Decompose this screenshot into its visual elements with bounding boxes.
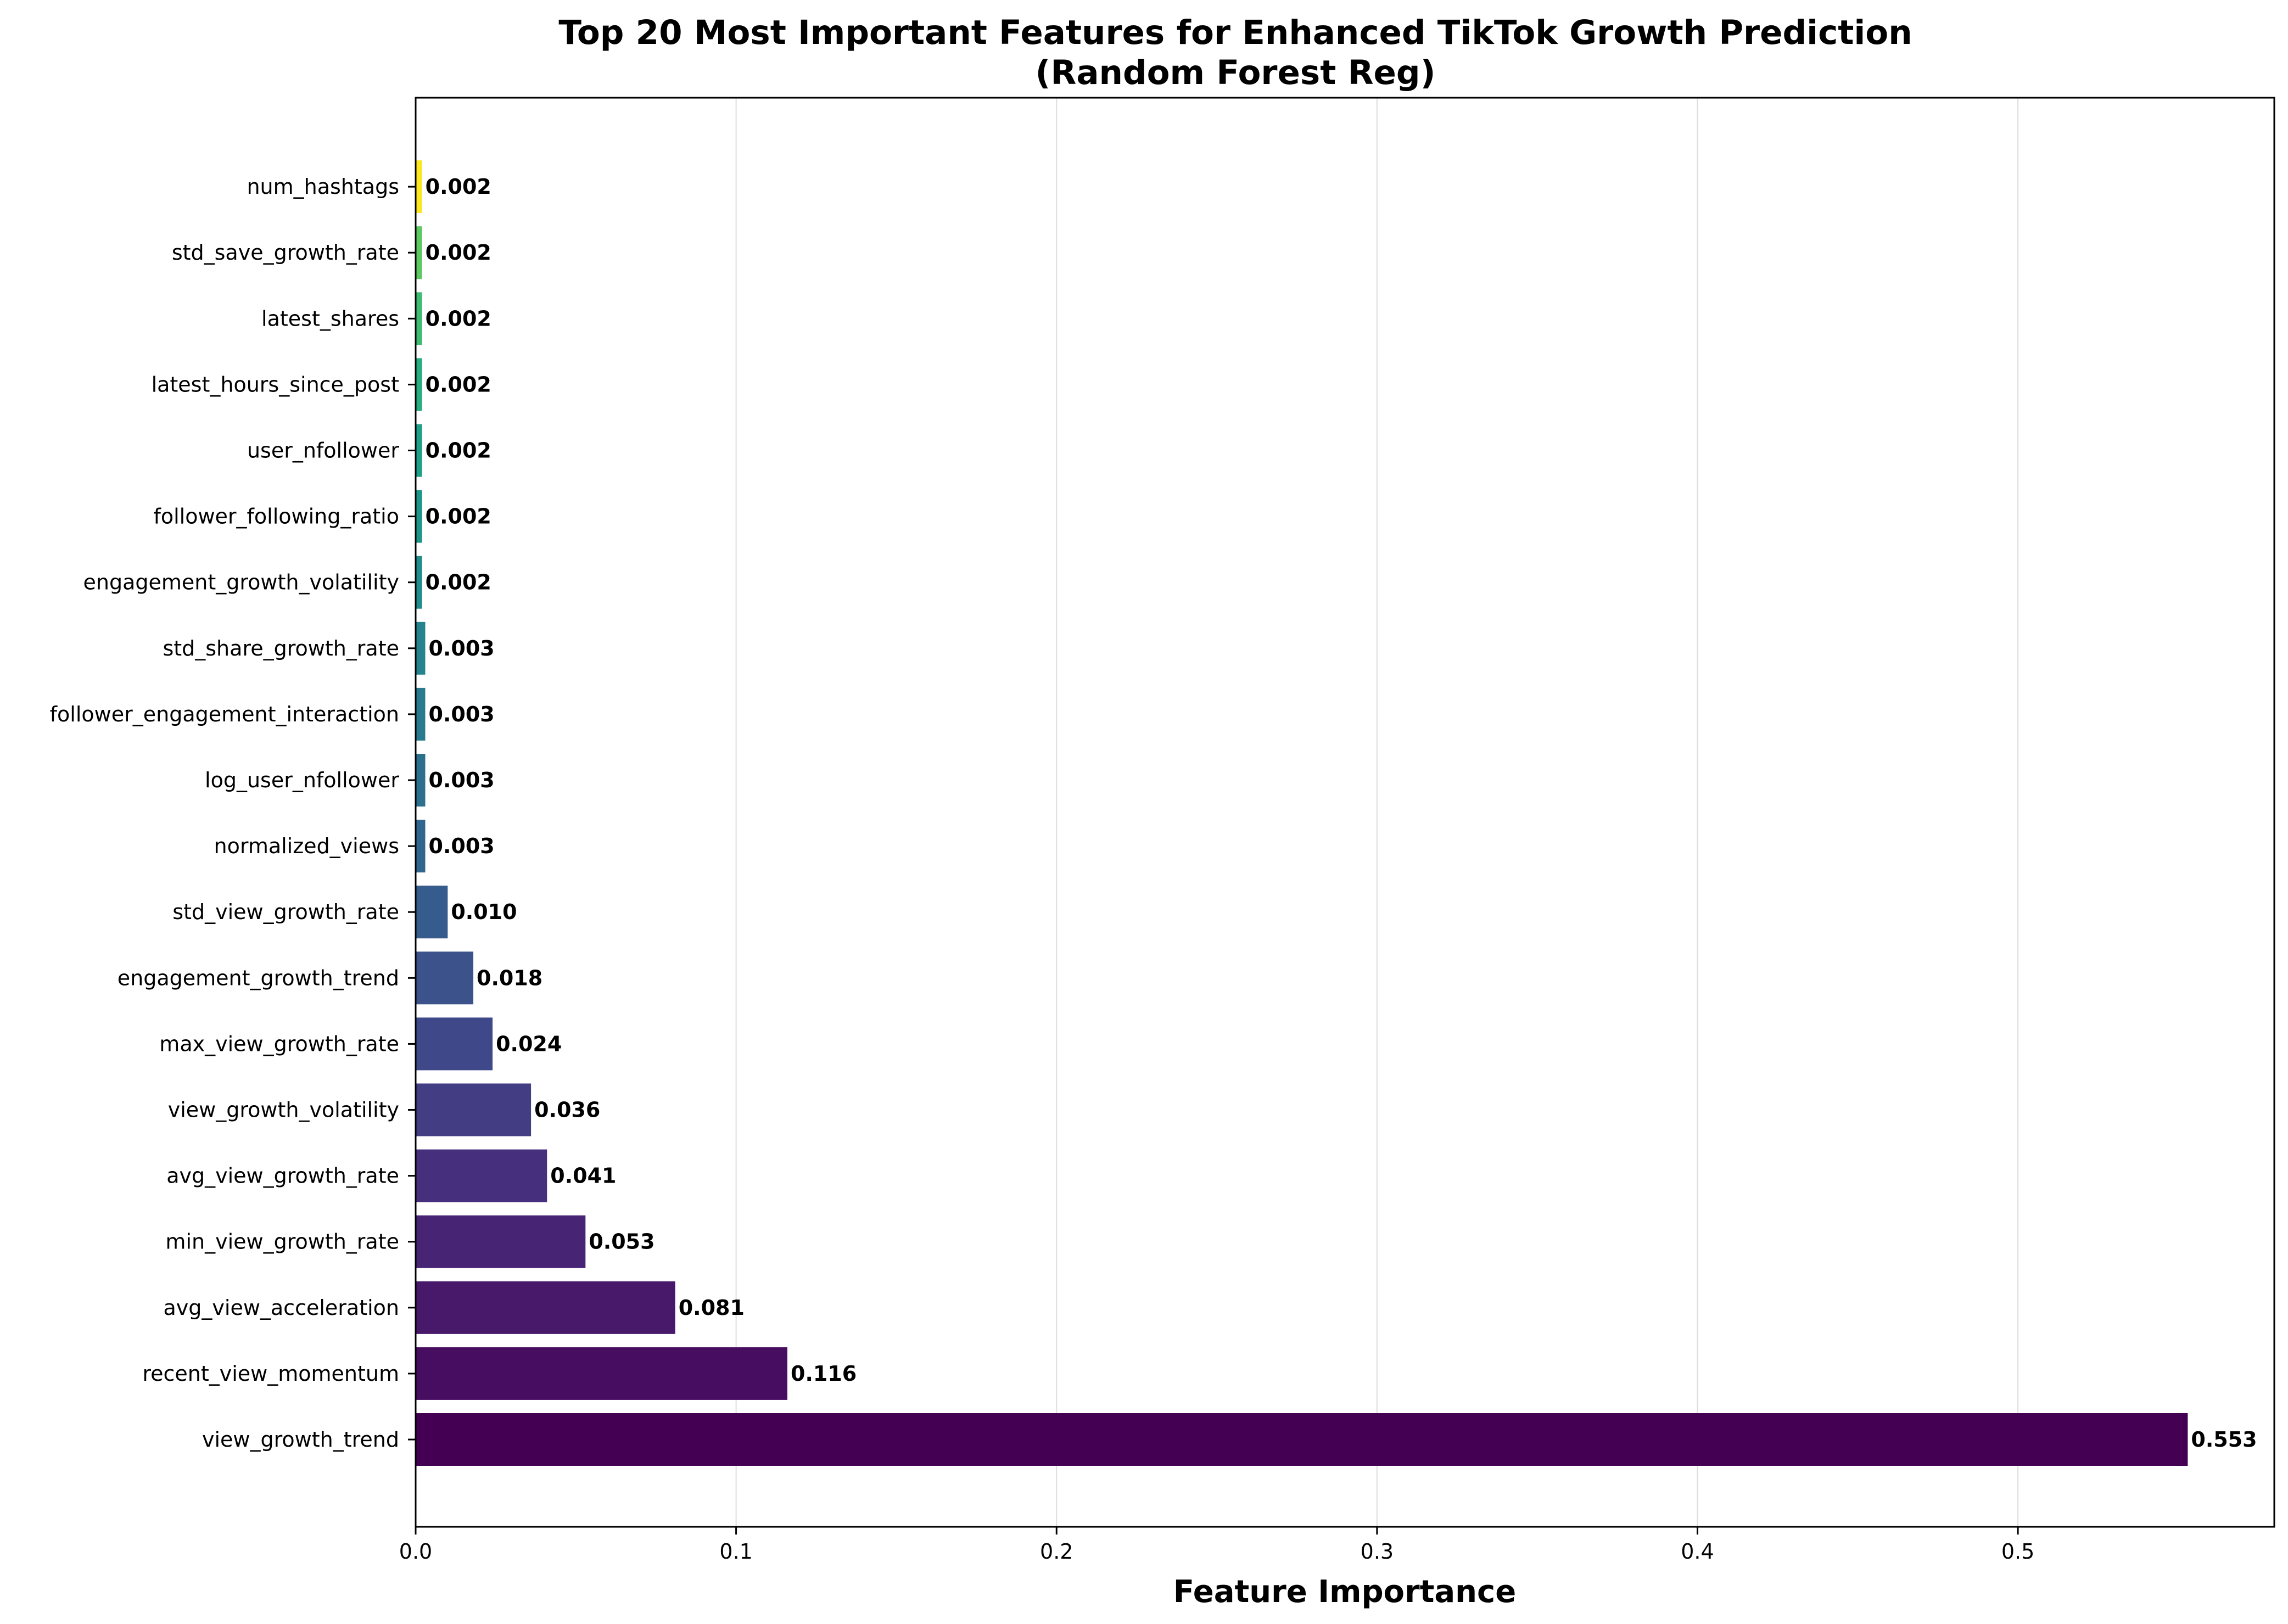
value-label: 0.010 [451, 900, 517, 924]
bar [416, 687, 426, 741]
value-labels: 0.553 0.116 0.081 0.053 0.041 0.036 0.024 0.018… [426, 175, 2257, 1452]
bar [416, 490, 422, 543]
bars [416, 160, 2188, 1466]
x-tick-label: 0.5 [2001, 1539, 2034, 1564]
y-tick-label: view_growth_trend [202, 1427, 399, 1452]
value-label: 0.036 [534, 1098, 600, 1122]
x-axis-label: Feature Importance [1173, 1574, 1516, 1610]
bar [416, 1017, 493, 1071]
bar [416, 1281, 675, 1334]
bar [416, 754, 426, 807]
y-tick-label: num_hashtags [247, 175, 399, 199]
chart-title: Top 20 Most Important Features for Enhan… [558, 13, 1912, 52]
bar [416, 160, 422, 214]
bar [416, 621, 426, 675]
x-tick-label: 0.1 [719, 1539, 752, 1564]
y-tick-label: follower_engagement_interaction [50, 702, 399, 726]
y-tick-label: follower_following_ratio [153, 505, 399, 529]
bar [416, 951, 474, 1005]
y-tick-label: log_user_nfollower [205, 768, 399, 792]
x-tick-label: 0.3 [1361, 1539, 1394, 1564]
bar [416, 820, 426, 873]
x-ticks: 0.0 0.1 0.2 0.3 0.4 0.5 [399, 1527, 2034, 1564]
value-label: 0.018 [477, 966, 542, 990]
bar [416, 226, 422, 279]
bar [416, 1347, 787, 1400]
y-tick-label: avg_view_acceleration [164, 1296, 400, 1320]
bar [416, 1083, 532, 1136]
y-tick-label: latest_hours_since_post [152, 372, 399, 396]
value-label: 0.081 [679, 1296, 745, 1320]
value-label: 0.003 [429, 702, 495, 726]
value-label: 0.116 [791, 1362, 857, 1386]
bar [416, 1413, 2188, 1466]
bar [416, 1149, 547, 1202]
plot-frame [415, 97, 2275, 1528]
bar [416, 886, 448, 939]
y-tick-label: engagement_growth_volatility [83, 570, 399, 595]
bar [416, 424, 422, 477]
y-tick-label: user_nfollower [247, 439, 399, 463]
bar [416, 556, 422, 609]
y-tick-label: recent_view_momentum [142, 1362, 399, 1386]
y-tick-label: view_growth_volatility [168, 1098, 399, 1122]
y-tick-label: std_view_growth_rate [172, 900, 399, 924]
value-label: 0.053 [589, 1230, 654, 1254]
value-label: 0.003 [429, 636, 495, 660]
bar [416, 1215, 586, 1268]
value-label: 0.002 [426, 570, 491, 595]
bar [416, 292, 422, 345]
x-tick-label: 0.0 [399, 1539, 432, 1564]
y-tick-label: std_share_growth_rate [163, 636, 399, 660]
value-label: 0.024 [496, 1032, 562, 1056]
value-label: 0.002 [426, 240, 491, 265]
y-tick-label: latest_shares [261, 306, 399, 331]
y-tick-label: normalized_views [214, 834, 399, 858]
bar [416, 358, 422, 411]
value-label: 0.002 [426, 306, 491, 331]
value-label: 0.003 [429, 834, 495, 858]
y-tick-label: avg_view_growth_rate [166, 1164, 399, 1188]
value-label: 0.553 [2191, 1427, 2257, 1452]
y-tick-labels: view_growth_trend recent_view_momentum avg… [50, 175, 416, 1452]
value-label: 0.002 [426, 505, 491, 529]
value-label: 0.003 [429, 768, 495, 792]
value-label: 0.002 [426, 439, 491, 463]
value-label: 0.002 [426, 372, 491, 396]
chart-subtitle: (Random Forest Reg) [1036, 53, 1436, 92]
y-tick-label: max_view_growth_rate [159, 1032, 399, 1056]
value-label: 0.002 [426, 175, 491, 199]
y-tick-label: engagement_growth_trend [118, 966, 399, 990]
x-tick-label: 0.2 [1040, 1539, 1073, 1564]
value-label: 0.041 [550, 1164, 616, 1188]
y-tick-label: std_save_growth_rate [172, 240, 399, 265]
x-tick-label: 0.4 [1681, 1539, 1714, 1564]
y-tick-label: min_view_growth_rate [165, 1230, 399, 1254]
